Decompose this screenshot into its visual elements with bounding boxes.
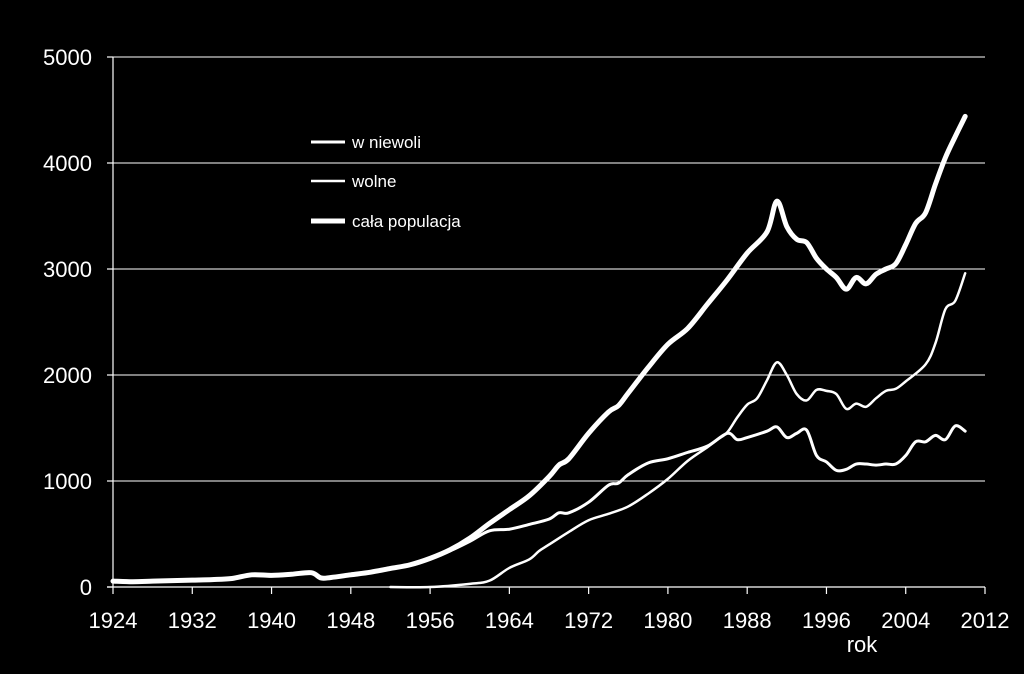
legend: w niewoli wolne cała populacja <box>311 133 461 231</box>
legend-item-w-niewoli: w niewoli <box>311 133 421 152</box>
legend-item-wolne: wolne <box>311 172 396 191</box>
x-tick-label: 1964 <box>485 608 534 633</box>
series-lines <box>110 113 968 589</box>
x-tick-label: 2004 <box>881 608 930 633</box>
y-tick-label: 5000 <box>43 45 92 70</box>
y-tick-label: 3000 <box>43 257 92 282</box>
x-tick-label: 1972 <box>564 608 613 633</box>
y-tick-label: 4000 <box>43 151 92 176</box>
x-tick-label: 1932 <box>168 608 217 633</box>
series-line-cala-populacja <box>110 113 968 585</box>
legend-label-wolne: wolne <box>351 172 396 191</box>
series-line-wolne <box>389 271 967 589</box>
x-tick-label: 1996 <box>802 608 851 633</box>
series-line-w-niewoli <box>111 424 967 584</box>
gridlines <box>113 56 985 482</box>
x-tick-label: 1956 <box>406 608 455 633</box>
y-tick-label: 2000 <box>43 363 92 388</box>
y-tick-label: 1000 <box>43 469 92 494</box>
axes <box>107 56 986 594</box>
y-tick-label: 0 <box>80 575 92 600</box>
x-tick-label: 1948 <box>326 608 375 633</box>
legend-item-cala-populacja: cała populacja <box>311 212 461 231</box>
legend-label-w-niewoli: w niewoli <box>351 133 421 152</box>
x-tick-label: 1940 <box>247 608 296 633</box>
x-axis-title: rok <box>847 632 879 657</box>
x-tick-label: 1924 <box>89 608 138 633</box>
x-tick-label: 1980 <box>643 608 692 633</box>
tick-labels: 0 1000 2000 3000 4000 5000 1924 1932 1940 1948 195… <box>43 45 1009 633</box>
x-tick-label: 1988 <box>723 608 772 633</box>
x-tick-label: 2012 <box>961 608 1010 633</box>
legend-label-cala-populacja: cała populacja <box>352 212 461 231</box>
